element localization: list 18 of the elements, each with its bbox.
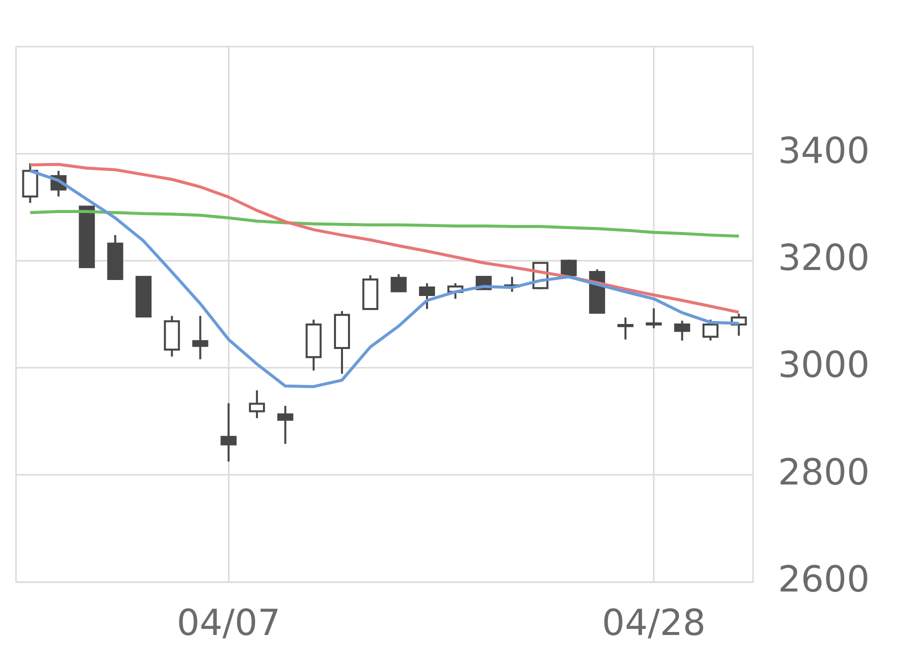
x-tick-label: 04/28 — [602, 602, 706, 644]
candlestick — [192, 314, 208, 360]
y-tick-label: 2800 — [778, 452, 870, 494]
candlestick — [646, 307, 662, 330]
candlestick — [220, 402, 237, 463]
y-tick-label: 2600 — [778, 559, 870, 600]
candlestick — [390, 273, 407, 292]
candlestick — [419, 282, 436, 310]
y-tick-label: 3000 — [778, 345, 870, 386]
candlestick — [617, 316, 634, 340]
x-tick-label: 04/07 — [176, 602, 280, 644]
y-tick-label: 3400 — [778, 131, 870, 172]
candlestick — [277, 404, 294, 445]
candlestick — [702, 318, 718, 342]
y-tick-label: 3200 — [778, 238, 870, 280]
candlestick — [248, 389, 265, 420]
candlestick — [560, 258, 577, 276]
candlestick — [674, 320, 690, 342]
